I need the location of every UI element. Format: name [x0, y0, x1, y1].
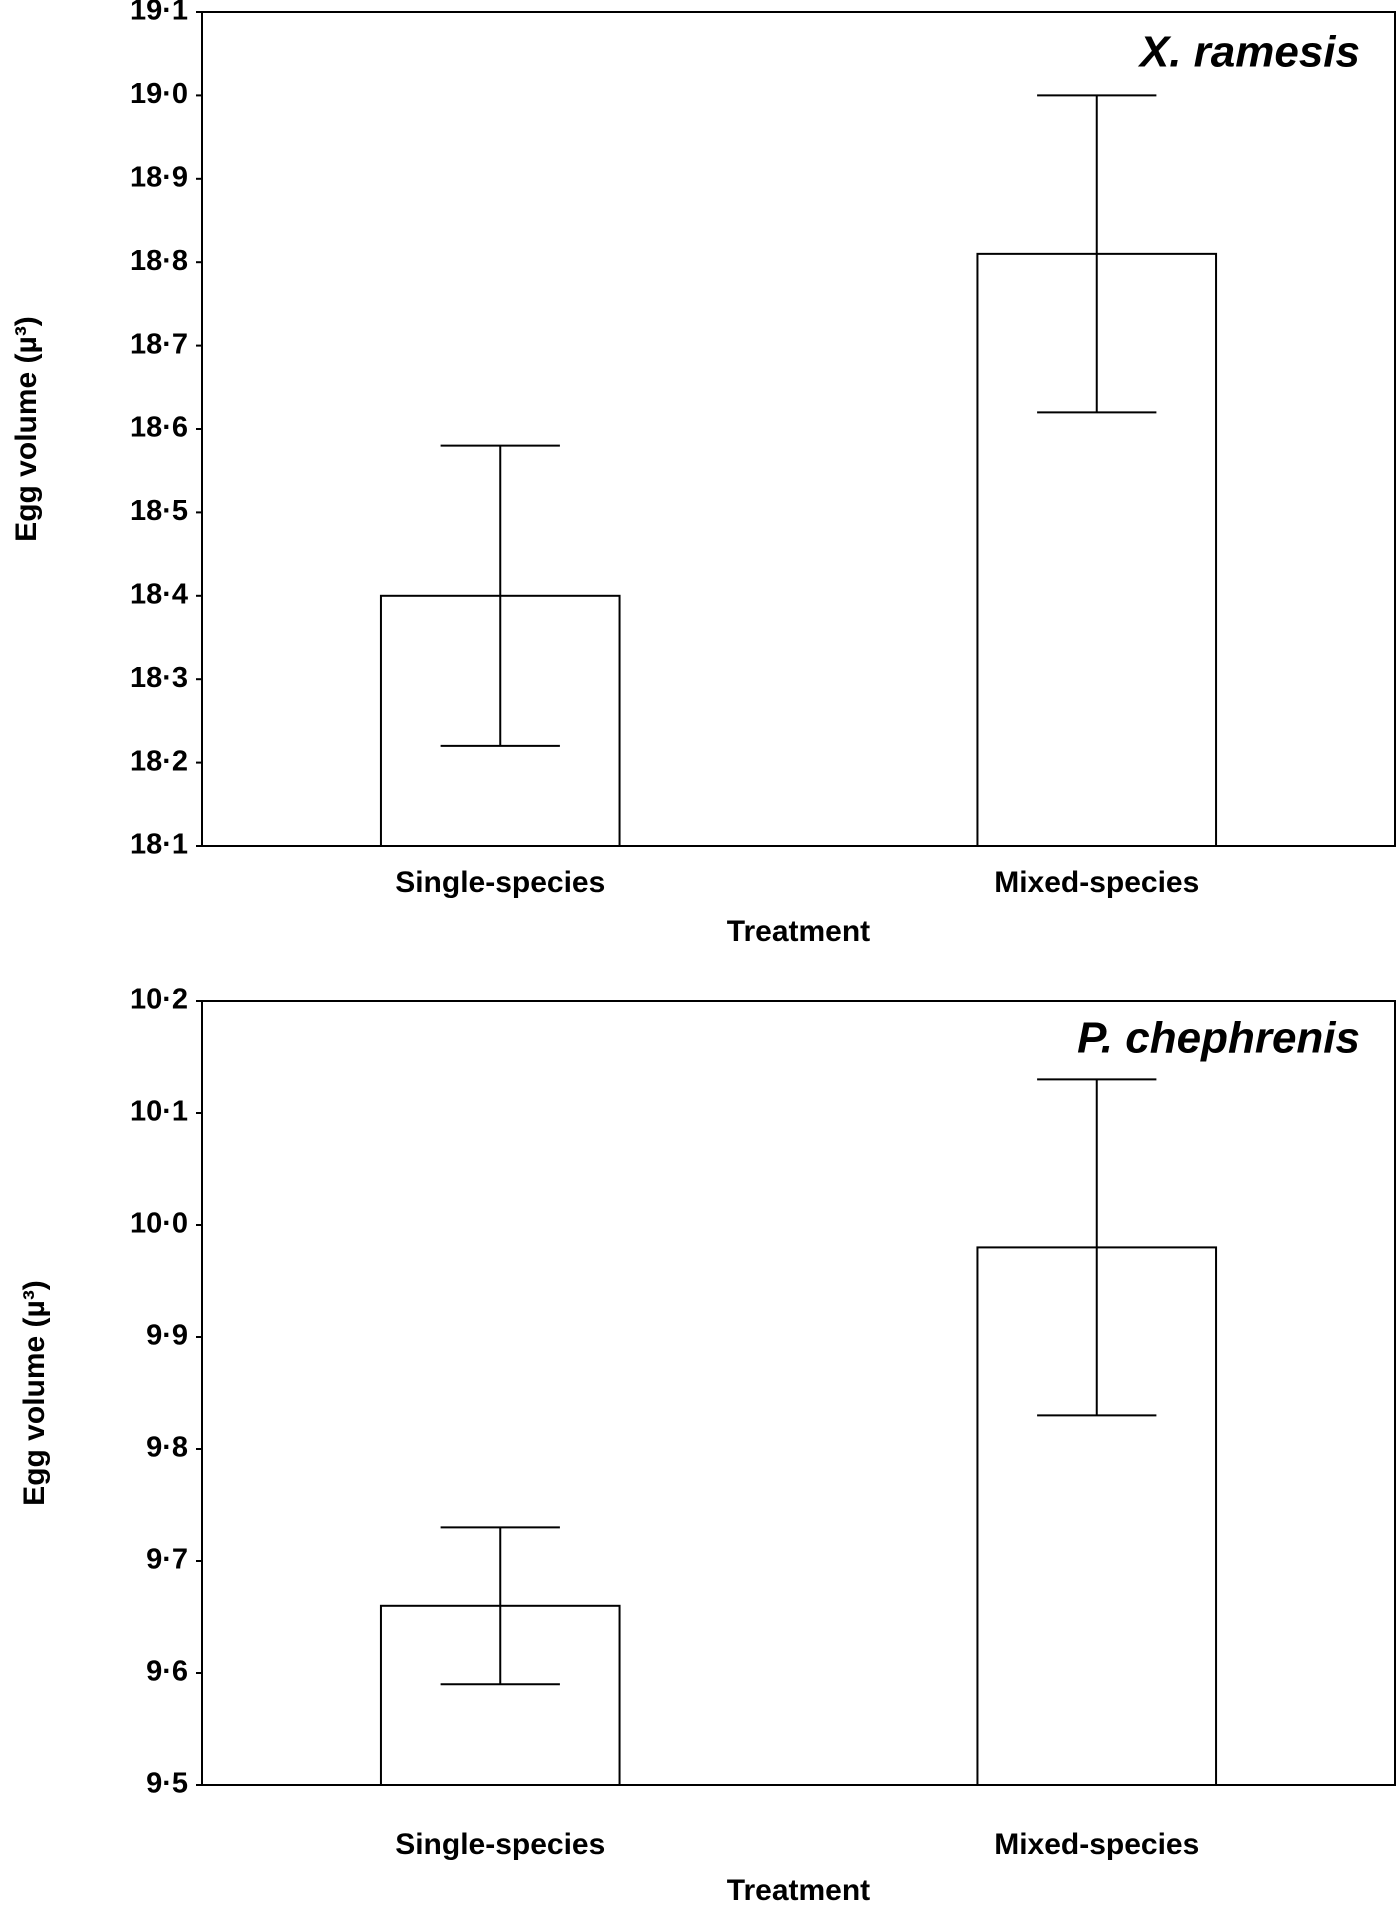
y-axis-label: Egg volume (µ³): [10, 316, 43, 542]
y-tick-label: 18·1: [130, 829, 188, 861]
y-tick-label: 10·0: [130, 1208, 188, 1240]
y-tick-label: 18·7: [130, 328, 188, 360]
annotation: X. ramesis: [1137, 28, 1360, 77]
y-tick-label: 18·6: [130, 412, 188, 444]
x-tick-label: Mixed-species: [994, 1828, 1199, 1861]
x-axis-label: Treatment: [727, 915, 870, 948]
y-tick-label: 19·0: [130, 78, 188, 110]
y-tick-label: 9·5: [146, 1768, 188, 1800]
y-tick-label: 18·3: [130, 662, 188, 694]
x-tick-label: Mixed-species: [994, 866, 1199, 899]
y-tick-label: 9·7: [146, 1544, 188, 1576]
x-tick-label: Single-species: [395, 1828, 605, 1861]
annotation: P. chephrenis: [1077, 1014, 1360, 1063]
y-tick-label: 9·6: [146, 1656, 188, 1688]
y-tick-label: 9·8: [146, 1432, 188, 1464]
y-tick-label: 10·2: [130, 984, 188, 1016]
y-tick-label: 19·1: [130, 0, 188, 27]
x-axis-label: Treatment: [727, 1874, 870, 1907]
y-tick-label: 18·4: [130, 578, 188, 610]
plot-frame: [201, 1000, 1396, 1786]
plot-frame: [201, 11, 1396, 847]
y-tick-label: 18·9: [130, 161, 188, 193]
x-tick-label: Single-species: [395, 866, 605, 899]
y-axis-label: Egg volume (µ³): [18, 1280, 51, 1506]
y-tick-label: 18·2: [130, 745, 188, 777]
y-tick-label: 10·1: [130, 1096, 188, 1128]
y-tick-label: 18·8: [130, 245, 188, 277]
y-tick-label: 18·5: [130, 495, 188, 527]
y-tick-label: 9·9: [146, 1320, 188, 1352]
